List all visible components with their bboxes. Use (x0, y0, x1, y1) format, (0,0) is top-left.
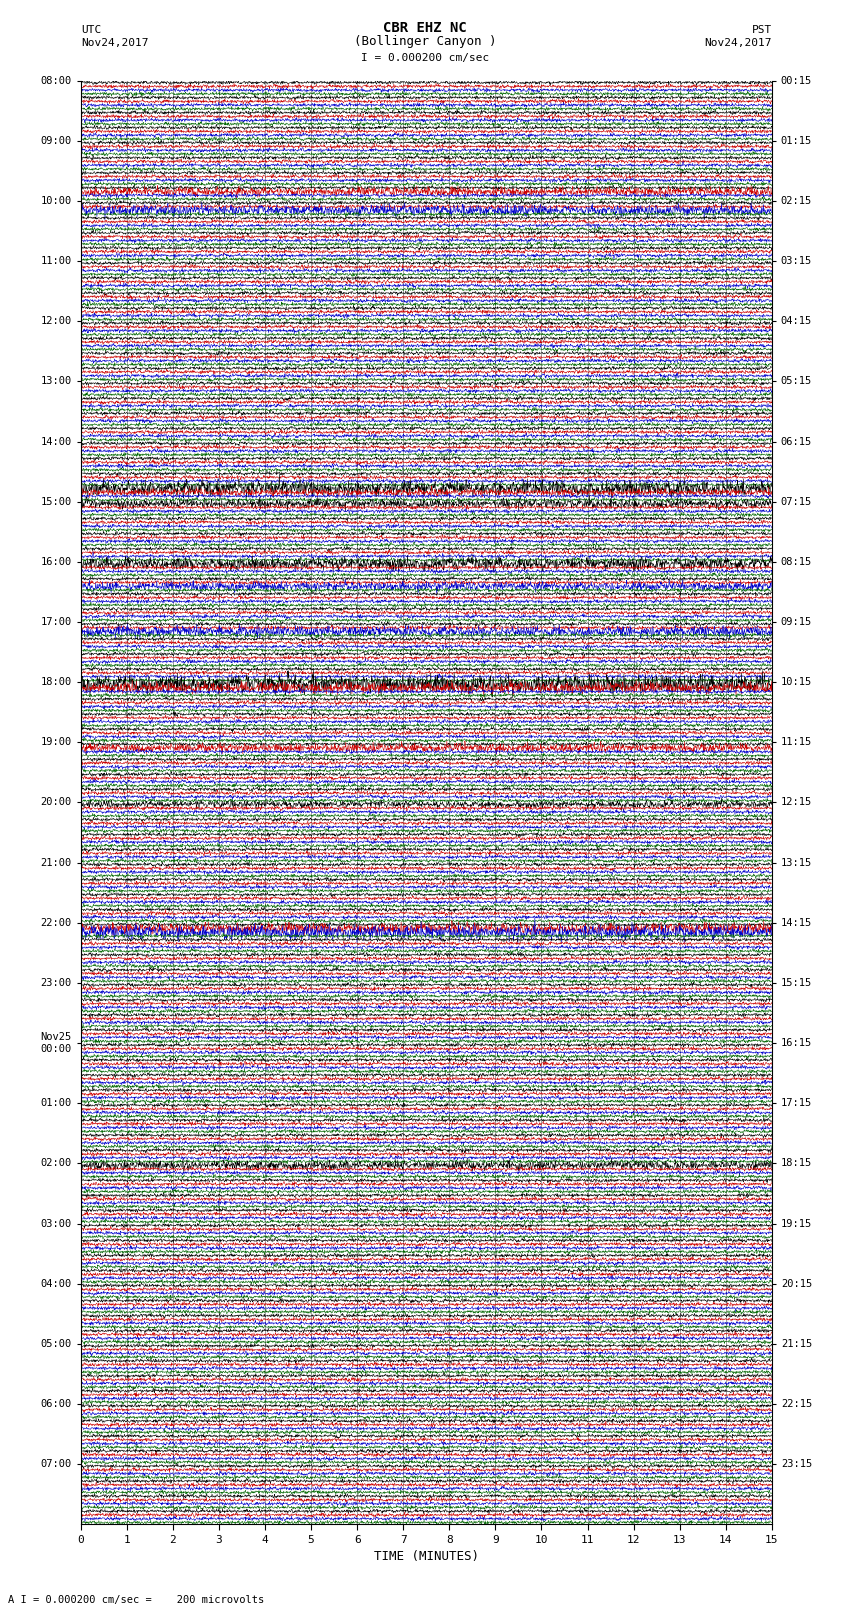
Text: Nov24,2017: Nov24,2017 (81, 39, 148, 48)
Text: PST: PST (751, 26, 772, 35)
Text: CBR EHZ NC: CBR EHZ NC (383, 21, 467, 35)
Text: A I = 0.000200 cm/sec =    200 microvolts: A I = 0.000200 cm/sec = 200 microvolts (8, 1595, 264, 1605)
Text: UTC: UTC (81, 26, 101, 35)
X-axis label: TIME (MINUTES): TIME (MINUTES) (374, 1550, 479, 1563)
Text: Nov24,2017: Nov24,2017 (705, 39, 772, 48)
Text: I = 0.000200 cm/sec: I = 0.000200 cm/sec (361, 53, 489, 63)
Text: (Bollinger Canyon ): (Bollinger Canyon ) (354, 35, 496, 48)
